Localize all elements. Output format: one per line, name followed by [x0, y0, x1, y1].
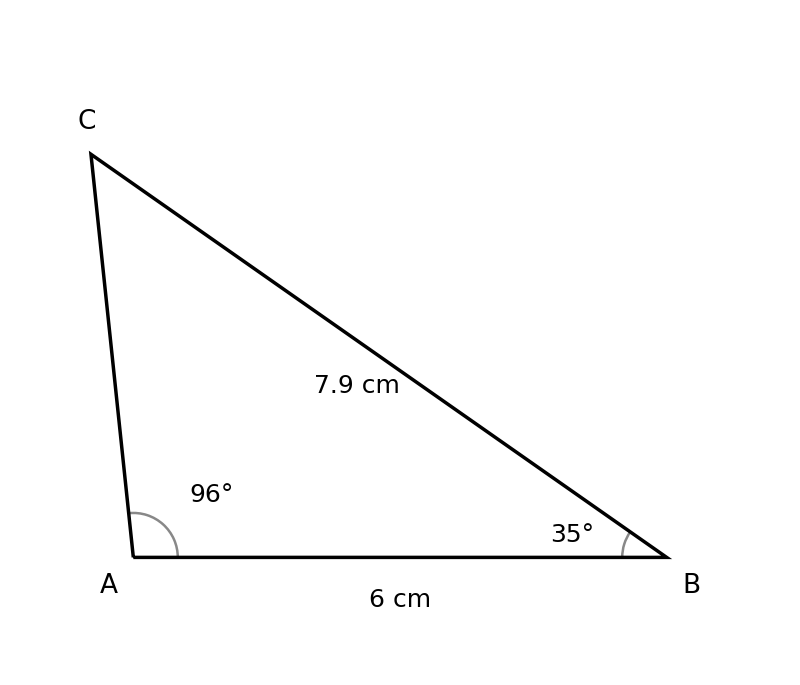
Text: A: A	[99, 573, 118, 599]
Text: 6 cm: 6 cm	[369, 588, 431, 612]
Text: C: C	[78, 109, 96, 135]
Text: 7.9 cm: 7.9 cm	[314, 375, 400, 399]
Text: 35°: 35°	[550, 523, 594, 547]
Text: 96°: 96°	[190, 483, 234, 507]
Text: B: B	[682, 573, 701, 599]
